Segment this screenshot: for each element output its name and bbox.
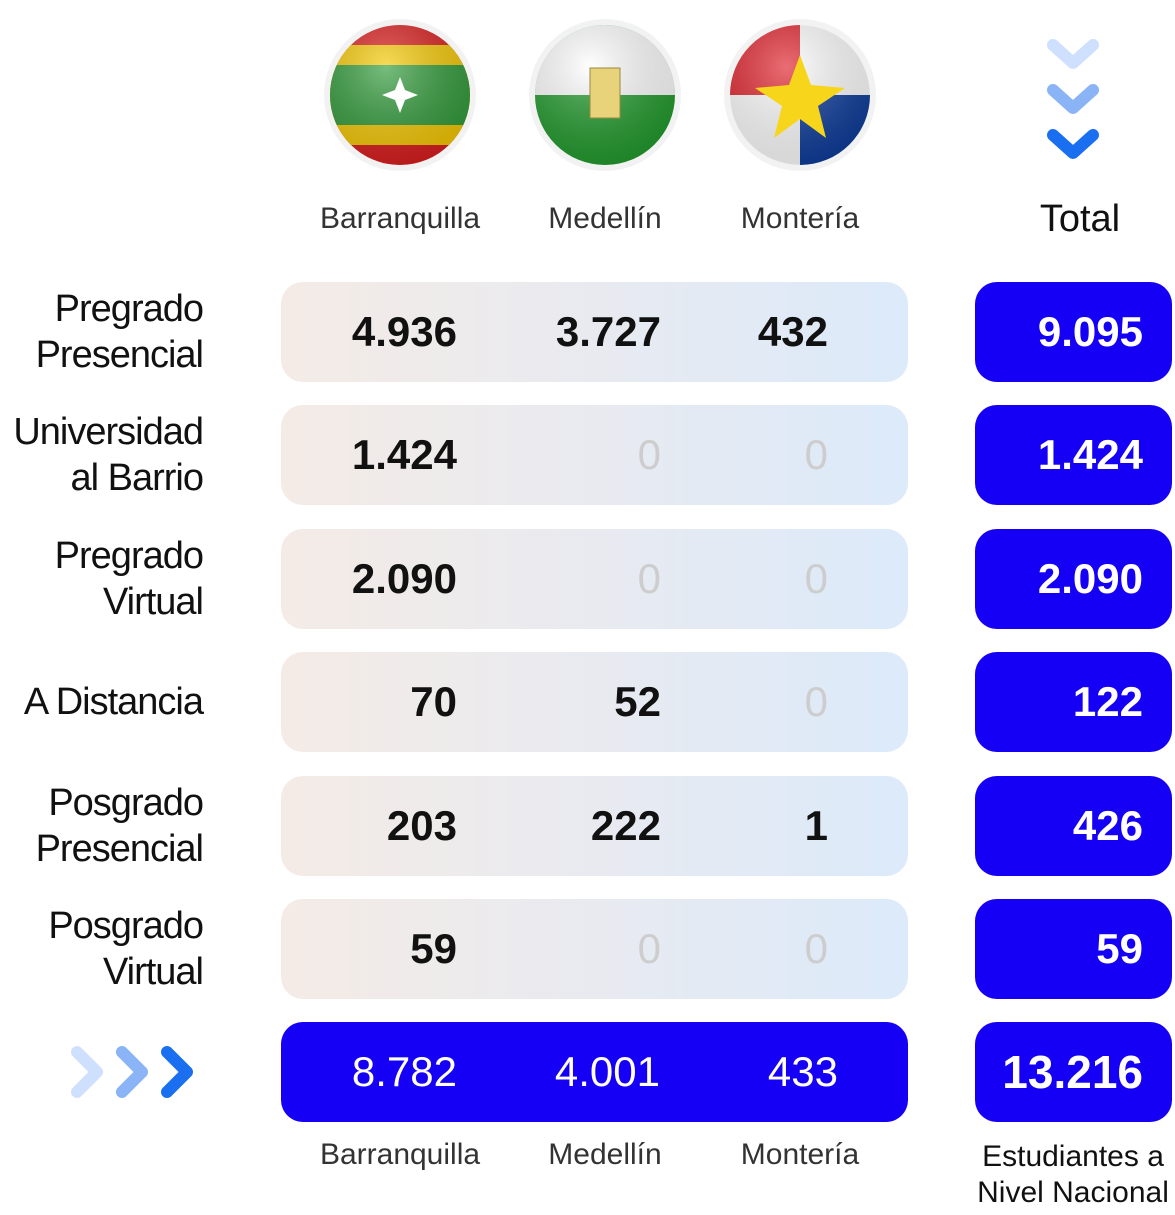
- total-caption: Nivel Nacional: [977, 1176, 1169, 1209]
- row-total: 1.424: [1037, 431, 1143, 478]
- grand-total: 13.216: [1002, 1046, 1143, 1098]
- row-label: Virtual: [102, 581, 204, 623]
- row-label: Posgrado: [48, 905, 204, 947]
- row-label: Presencial: [35, 828, 204, 870]
- cell-value: 0: [637, 555, 661, 602]
- cell-value: 2.090: [351, 555, 457, 602]
- row-pill: [281, 652, 908, 752]
- flag-monteria: [724, 19, 876, 171]
- row-label: Pregrado: [54, 288, 204, 330]
- row-label: Presencial: [35, 334, 204, 376]
- total-pill: [975, 899, 1172, 999]
- total-header: Total: [1039, 198, 1121, 240]
- total-pill: [975, 776, 1172, 876]
- footer-value: 8.782: [351, 1048, 457, 1095]
- cell-value: 222: [590, 802, 661, 849]
- city-header: Medellín: [548, 202, 662, 235]
- cell-value: 1: [804, 802, 828, 849]
- row-total: 59: [1096, 925, 1143, 972]
- cell-value: 0: [804, 431, 828, 478]
- row-pill: [281, 405, 908, 505]
- total-pill: [975, 282, 1172, 382]
- cell-value: 0: [804, 678, 828, 725]
- city-header: Barranquilla: [319, 202, 481, 235]
- total-pill: [975, 405, 1172, 505]
- row-pill: [281, 529, 908, 629]
- cell-value: 70: [410, 678, 457, 725]
- row-total: 9.095: [1037, 308, 1143, 355]
- row-total: 122: [1072, 678, 1143, 725]
- cell-value: 0: [637, 925, 661, 972]
- city-footer: Barranquilla: [319, 1138, 481, 1171]
- row-label: A Distancia: [23, 681, 204, 723]
- row-label: al Barrio: [70, 457, 205, 499]
- cell-value: 3.727: [555, 308, 661, 355]
- city-footer: Montería: [740, 1138, 860, 1171]
- row-pill: [281, 282, 908, 382]
- cell-value: 432: [757, 308, 828, 355]
- cell-value: 4.936: [351, 308, 457, 355]
- footer-pill: [281, 1022, 908, 1122]
- total-caption: Estudiantes a: [982, 1140, 1164, 1173]
- footer-value: 433: [767, 1048, 838, 1095]
- cell-value: 0: [804, 555, 828, 602]
- cell-value: 203: [386, 802, 457, 849]
- city-header: Montería: [740, 202, 860, 235]
- cell-value: 0: [804, 925, 828, 972]
- cell-value: 59: [410, 925, 457, 972]
- cell-value: 0: [637, 431, 661, 478]
- row-pill: [281, 899, 908, 999]
- row-label: Virtual: [102, 951, 204, 993]
- row-total: 2.090: [1037, 555, 1143, 602]
- row-label: Universidad: [13, 411, 204, 453]
- row-label: Posgrado: [48, 782, 204, 824]
- total-pill: [975, 652, 1172, 752]
- flag-barranquilla: [324, 19, 476, 171]
- cell-value: 52: [614, 678, 661, 725]
- flag-medellin: [529, 19, 681, 171]
- cell-value: 1.424: [351, 431, 457, 478]
- right-chevrons: [71, 1046, 193, 1098]
- total-pill: [975, 529, 1172, 629]
- row-total: 426: [1072, 802, 1143, 849]
- row-label: Pregrado: [54, 535, 204, 577]
- city-footer: Medellín: [548, 1138, 662, 1171]
- footer-value: 4.001: [554, 1048, 660, 1095]
- footer-total-pill: [975, 1022, 1172, 1122]
- down-chevrons: [1047, 39, 1099, 159]
- row-pill: [281, 776, 908, 876]
